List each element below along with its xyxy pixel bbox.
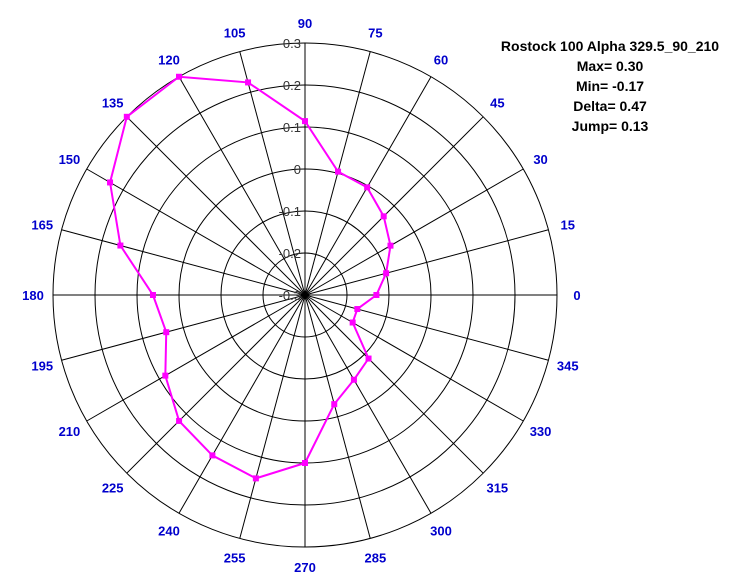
data-point (349, 319, 356, 326)
series-line (109, 75, 392, 480)
data-point (373, 292, 380, 298)
grid-spoke (304, 168, 524, 296)
angle-tick-label: 315 (486, 480, 508, 495)
grid-spoke (239, 294, 306, 539)
angle-tick-label: 285 (365, 551, 387, 566)
angle-tick-label: 345 (557, 358, 579, 373)
data-point (383, 270, 390, 277)
grid-spoke (178, 294, 306, 514)
angle-tick-label: 75 (368, 25, 382, 40)
angle-tick-label: 30 (533, 152, 547, 167)
grid-spoke (126, 116, 306, 296)
grid-spoke (304, 229, 549, 296)
angle-tick-label: 255 (224, 551, 246, 566)
grid-spoke (239, 51, 306, 296)
grid-spoke (304, 294, 371, 539)
chart-stats: Rostock 100 Alpha 329.5_90_210 Max= 0.30… (470, 36, 740, 136)
data-point (107, 179, 114, 186)
data-point (364, 184, 371, 191)
angle-tick-label: 210 (59, 424, 81, 439)
angle-tick-label: 195 (31, 358, 53, 373)
data-point (252, 475, 259, 482)
angle-tick-label: 165 (31, 218, 53, 233)
data-point (123, 113, 130, 120)
radial-tick-label: -0.1 (279, 204, 301, 219)
data-point (387, 242, 394, 249)
grid-spoke (61, 229, 306, 296)
angle-tick-label: 240 (158, 524, 180, 539)
data-point (209, 452, 216, 459)
data-point (245, 79, 252, 86)
angle-tick-label: 105 (224, 25, 246, 40)
angle-tick-label: 300 (430, 524, 452, 539)
angle-tick-label: 135 (102, 96, 124, 111)
data-point (162, 372, 169, 379)
stat-max: Max= 0.30 (576, 58, 644, 74)
angle-tick-label: 225 (102, 480, 124, 495)
data-point (354, 306, 361, 313)
grid-spoke (61, 294, 306, 361)
angle-tick-label: 330 (530, 424, 552, 439)
angle-tick-label: 45 (490, 96, 504, 111)
angle-tick-label: 15 (560, 218, 574, 233)
radial-tick-label: -0.3 (279, 288, 301, 303)
stat-min: Min= -0.17 (575, 78, 645, 94)
angle-tick-label: 120 (158, 52, 180, 67)
stat-jump: Jump= 0.13 (571, 118, 649, 134)
grid-spoke (86, 294, 306, 422)
grid-spoke (126, 294, 306, 474)
radial-tick-label: 0.1 (283, 120, 301, 135)
data-point (302, 460, 308, 466)
grid-spoke (304, 294, 484, 474)
radial-tick-label: 0 (294, 162, 301, 177)
angle-tick-label: 90 (298, 16, 312, 31)
data-point (176, 417, 183, 424)
stat-delta: Delta= 0.47 (573, 98, 647, 114)
data-point (149, 292, 156, 298)
data-point (331, 401, 338, 408)
data-point (365, 355, 372, 362)
grid-spoke (304, 294, 432, 514)
angle-tick-label: 180 (22, 288, 44, 303)
data-point (302, 118, 308, 125)
data-point (176, 73, 182, 80)
angle-tick-label: 60 (434, 52, 448, 67)
grid-spoke (304, 116, 484, 296)
grid-spoke (178, 76, 306, 296)
radial-tick-label: 0.3 (283, 36, 301, 51)
angle-tick-label: 270 (294, 560, 316, 575)
data-point (163, 329, 170, 336)
grid-spoke (304, 294, 524, 422)
grid-spoke (304, 294, 549, 361)
angle-tick-label: 0 (573, 288, 580, 303)
radial-tick-label: 0.2 (283, 78, 301, 93)
data-point (380, 213, 387, 220)
data-point (335, 168, 342, 175)
radial-tick-label: -0.2 (279, 246, 301, 261)
chart-title: Rostock 100 Alpha 329.5_90_210 (500, 38, 720, 54)
data-point (350, 376, 357, 383)
grid-spoke (86, 168, 306, 296)
angle-tick-label: 150 (59, 152, 81, 167)
data-point (117, 242, 124, 249)
